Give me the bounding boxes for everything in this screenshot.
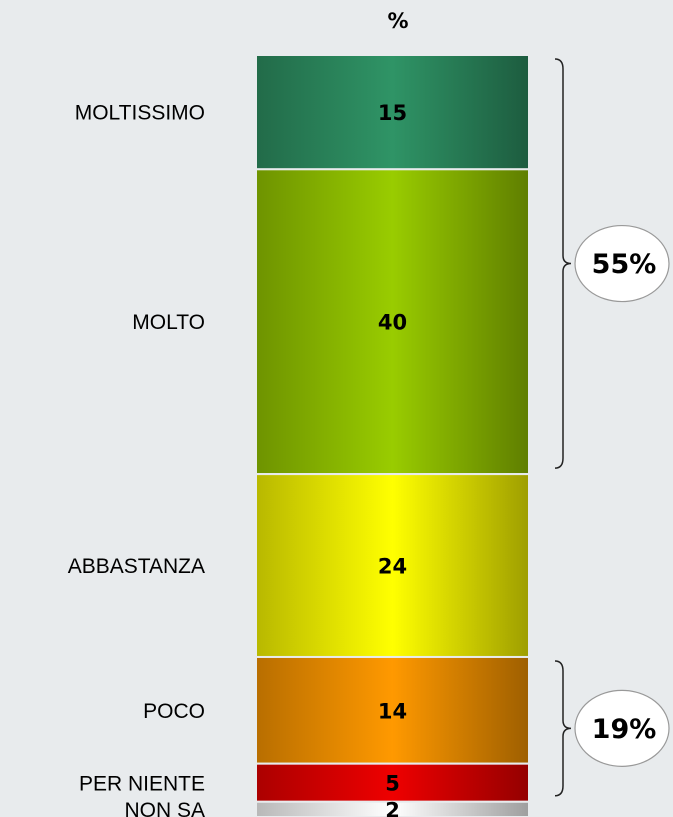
category-label: MOLTO	[132, 311, 205, 334]
bracket	[554, 660, 572, 797]
unit-label: %	[387, 9, 408, 33]
category-label: ABBASTANZA	[68, 555, 205, 578]
value-label: 24	[378, 555, 407, 579]
category-label: NON SA	[124, 799, 205, 817]
annotation-bubble	[574, 689, 670, 767]
category-label: PER NIENTE	[79, 772, 205, 795]
annotation: 19%	[592, 714, 657, 745]
value-label: 40	[378, 311, 407, 335]
bar-segment	[255, 54, 530, 171]
bar-segment	[255, 168, 530, 476]
value-label: 14	[378, 699, 407, 723]
bar-segment	[255, 800, 530, 817]
bar-segment	[255, 655, 530, 765]
category-label: POCO	[143, 700, 205, 723]
value-label: 5	[385, 772, 400, 796]
bar-segment	[255, 473, 530, 658]
value-label: 15	[378, 101, 407, 125]
annotation: 55%	[592, 249, 657, 280]
bracket	[554, 58, 572, 469]
category-label: MOLTISSIMO	[75, 102, 205, 125]
annotation-bubble	[574, 224, 670, 303]
value-label: 2	[385, 798, 400, 817]
